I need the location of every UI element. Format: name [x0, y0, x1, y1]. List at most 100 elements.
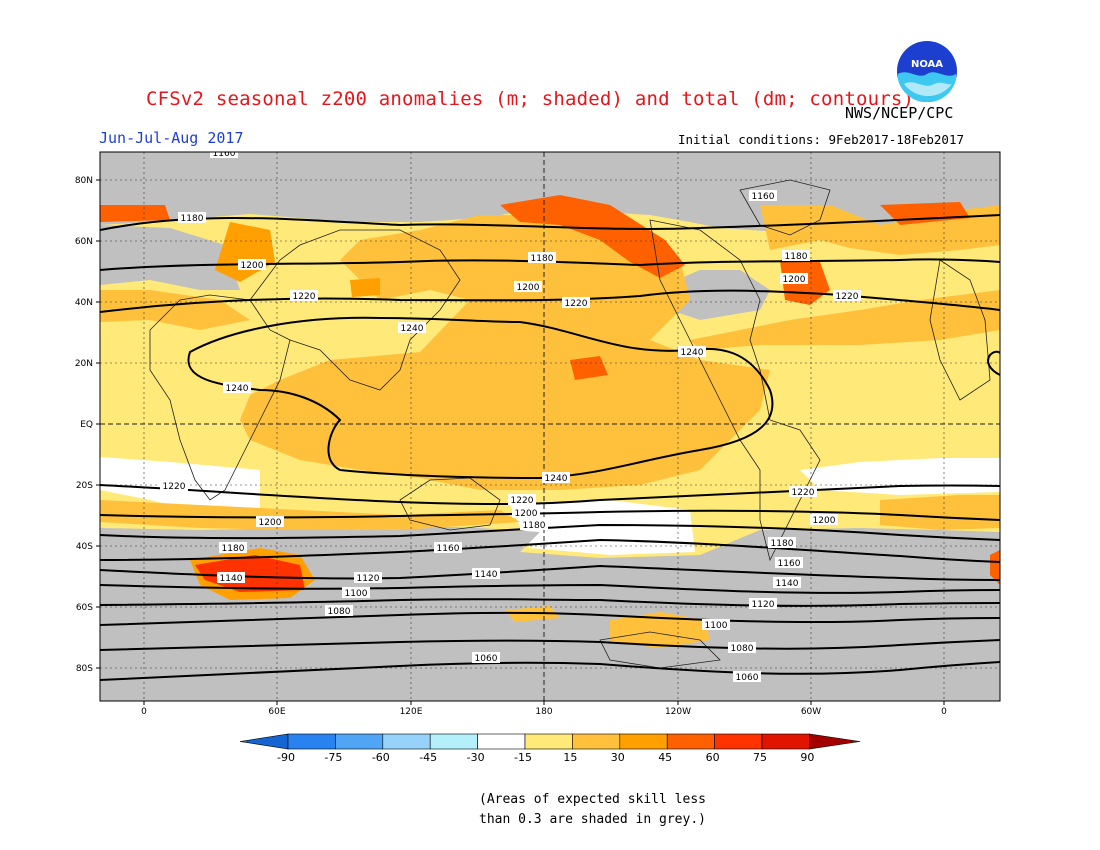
svg-text:1220: 1220	[836, 292, 859, 302]
colorbar-swatch	[287, 733, 336, 750]
colorbar-tick-label: -30	[467, 751, 485, 764]
contour-label: 1200	[512, 507, 540, 519]
lon-label: 0	[941, 707, 947, 717]
initial-conditions-value: 9Feb2017-18Feb2017	[828, 132, 964, 147]
contour-label: 1120	[354, 572, 382, 584]
svg-text:1220: 1220	[163, 482, 186, 492]
colorbar-tick-label: 15	[563, 751, 577, 764]
contour-label: 1180	[782, 250, 810, 262]
contour-label: 1100	[702, 619, 730, 631]
colorbar-arrow-left	[239, 733, 289, 750]
svg-text:1060: 1060	[475, 654, 498, 664]
lat-label: EQ	[80, 420, 93, 430]
anomaly-30-45-africa	[100, 290, 250, 330]
svg-text:1100: 1100	[705, 621, 728, 631]
contour-label: 1060	[472, 652, 500, 664]
lon-label: 180	[535, 707, 552, 717]
contour-label: 1060	[733, 671, 761, 683]
lon-label: 60W	[801, 707, 821, 717]
map-field: 1160 1180 1200 1220 1240 1240 1220 1200 …	[100, 149, 1000, 701]
contour-label: 1240	[542, 472, 570, 484]
anomaly-60-75-east-edge	[990, 550, 1000, 585]
contour-label: 1180	[178, 212, 206, 224]
svg-text:1160: 1160	[437, 544, 460, 554]
lat-label: 60S	[76, 603, 93, 613]
colorbar-swatch	[335, 733, 384, 750]
contour-label: 1240	[398, 322, 426, 334]
map-title: CFSv2 seasonal z200 anomalies (m; shaded…	[146, 88, 915, 110]
contour-label: 1220	[290, 290, 318, 302]
lat-label: 40S	[76, 542, 93, 552]
svg-text:1220: 1220	[565, 299, 588, 309]
svg-text:1180: 1180	[771, 539, 794, 549]
contour-label: 1160	[210, 149, 238, 159]
contour-label: 1140	[217, 572, 245, 584]
svg-text:1220: 1220	[792, 488, 815, 498]
colorbar-swatch	[524, 733, 573, 750]
colorbar-swatch	[619, 733, 668, 750]
anomaly-60-75-north	[100, 205, 170, 222]
anomaly-30-45-antarctic	[610, 612, 710, 648]
anomaly-30-45-south-atlantic	[880, 495, 1000, 530]
graticule	[100, 152, 1000, 701]
contour-label: 1220	[160, 480, 188, 492]
contour-label: 1200	[780, 273, 808, 285]
svg-text:1100: 1100	[345, 589, 368, 599]
svg-text:1180: 1180	[222, 544, 245, 554]
lon-label: 120E	[400, 707, 423, 717]
lat-label: 80N	[75, 176, 93, 186]
contour-label: 1180	[219, 542, 247, 554]
forecast-period: Jun-Jul-Aug 2017	[99, 129, 244, 147]
svg-text:1180: 1180	[181, 214, 204, 224]
svg-text:1080: 1080	[731, 644, 754, 654]
initial-conditions-label: Initial conditions:	[678, 132, 821, 147]
organization-label: NWS/NCEP/CPC	[845, 104, 954, 122]
contour-label-group: 1160 1180 1200 1220 1240 1240 1220 1200 …	[160, 149, 861, 683]
contour-label: 1220	[508, 494, 536, 506]
svg-text:1200: 1200	[259, 518, 282, 528]
contour-label: 1200	[514, 281, 542, 293]
colorbar-swatch	[761, 733, 810, 750]
svg-text:1160: 1160	[752, 192, 775, 202]
contour-label: 1120	[749, 598, 777, 610]
svg-text:1240: 1240	[401, 324, 424, 334]
lat-label: 20S	[76, 481, 93, 491]
skill-note: (Areas of expected skill less than 0.3 a…	[479, 790, 706, 830]
svg-text:1220: 1220	[511, 496, 534, 506]
contour-label: 1220	[562, 297, 590, 309]
contour-label: 1220	[789, 486, 817, 498]
contour-label: 1160	[775, 557, 803, 569]
svg-text:1140: 1140	[776, 579, 799, 589]
longitude-labels: 0 60E 120E 180 120W 60W 0	[141, 707, 947, 717]
svg-text:1140: 1140	[220, 574, 243, 584]
colorbar-swatch	[477, 733, 526, 750]
svg-text:1120: 1120	[752, 600, 775, 610]
svg-text:1240: 1240	[681, 348, 704, 358]
svg-text:1160: 1160	[213, 149, 236, 159]
svg-text:1140: 1140	[475, 570, 498, 580]
contour-label: 1140	[773, 577, 801, 589]
svg-text:1240: 1240	[545, 474, 568, 484]
contour-label: 1200	[238, 259, 266, 271]
contour-label: 1140	[472, 568, 500, 580]
grey-skill-namerica	[665, 270, 770, 320]
colorbar-tick-label: -45	[419, 751, 437, 764]
svg-text:1200: 1200	[241, 261, 264, 271]
colorbar-tick-label: -75	[324, 751, 342, 764]
colorbar-tick-label: 45	[658, 751, 672, 764]
contour-label: 1240	[223, 382, 251, 394]
anomaly-60-75-tropical	[570, 356, 608, 380]
colorbar: -90 -75 -60 -45 -30 -15 15 30 45 60 75 90	[239, 733, 861, 764]
lon-label: 60E	[268, 707, 285, 717]
anomaly-60-75-pacific	[500, 195, 685, 278]
svg-text:1160: 1160	[778, 559, 801, 569]
lon-label: 120W	[665, 707, 691, 717]
contour-label: 1160	[434, 542, 462, 554]
map-frame	[99, 151, 1001, 702]
axis-ticks	[96, 179, 945, 705]
anomaly-30-45-south-indian	[100, 500, 520, 530]
lat-label: 60N	[75, 237, 93, 247]
coastlines	[149, 179, 991, 669]
lat-label: 40N	[75, 298, 93, 308]
svg-text:1120: 1120	[357, 574, 380, 584]
